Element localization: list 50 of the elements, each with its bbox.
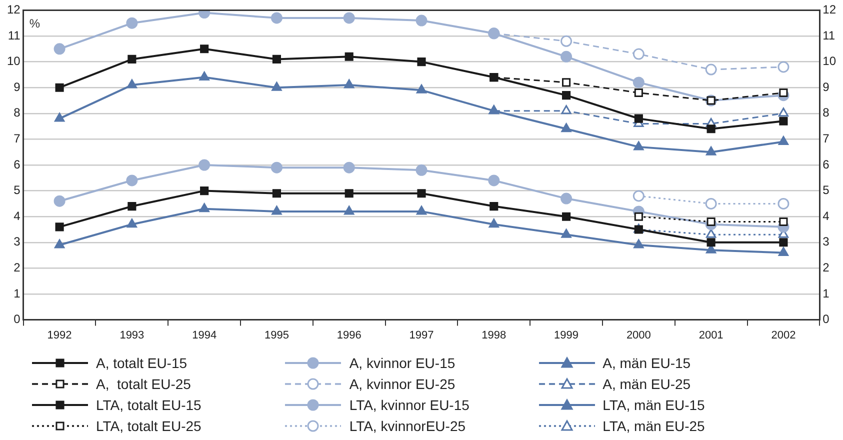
- y2-tick-label: 2: [822, 260, 830, 275]
- y2-tick-label: 6: [822, 157, 830, 172]
- legend-label: LTA, män EU-25: [602, 418, 705, 434]
- y-tick-label: 12: [6, 2, 21, 17]
- x-tick-label: 1995: [264, 329, 289, 342]
- y-tick-label: 10: [6, 54, 21, 68]
- x-tick-label: 1993: [120, 329, 144, 342]
- y-tick-label: 2: [14, 260, 21, 275]
- legend-label: A, män EU-25: [602, 376, 691, 392]
- x-tick-label: 1992: [47, 329, 72, 342]
- x-tick-label: 1994: [192, 329, 217, 342]
- legend-label: A, kvinnor EU-25: [349, 376, 456, 392]
- x-tick-label: 1998: [482, 329, 506, 342]
- x-tick-label: 2002: [771, 329, 796, 342]
- legend-label: A, totalt EU-15: [96, 354, 188, 370]
- y2-tick-label: 10: [822, 54, 836, 68]
- y2-tick-label: 4: [822, 208, 830, 223]
- y-tick-label: 4: [14, 208, 21, 223]
- legend-label: LTA, totalt EU-15: [96, 396, 202, 412]
- y2-tick-label: 11: [822, 28, 836, 42]
- y-tick-label: 1: [14, 286, 21, 300]
- x-tick-label: 1999: [554, 329, 579, 342]
- legend-label: LTA, män EU-15: [602, 396, 705, 412]
- legend-label: A, män EU-15: [602, 354, 691, 370]
- legend-label: A, kvinnor EU-15: [349, 354, 456, 370]
- y2-tick-label: 8: [822, 106, 830, 120]
- y-tick-label: 0: [14, 312, 21, 326]
- y2-tick-label: 1: [822, 286, 830, 300]
- y-axis-title: %: [29, 16, 40, 31]
- y2-tick-label: 9: [822, 80, 830, 94]
- y2-tick-label: 0: [822, 312, 830, 326]
- x-tick-label: 2001: [698, 329, 724, 342]
- y2-tick-label: 7: [822, 132, 830, 146]
- y-tick-label: 7: [14, 132, 21, 146]
- legend-label: LTA, kvinnor EU-15: [349, 396, 470, 412]
- legend-label: A, totalt EU-25: [96, 376, 191, 392]
- y2-tick-label: 12: [822, 2, 836, 17]
- x-tick-label: 2000: [626, 329, 651, 342]
- y-tick-label: 9: [14, 80, 21, 94]
- y-tick-label: 8: [14, 106, 21, 120]
- y-tick-label: 6: [14, 157, 21, 172]
- y-tick-label: 11: [8, 28, 21, 42]
- legend-label: LTA, totalt EU-25: [96, 418, 202, 434]
- x-tick-label: 1997: [409, 329, 434, 342]
- x-tick-label: 1996: [336, 329, 362, 342]
- y2-tick-label: 3: [822, 234, 830, 249]
- legend-label: LTA, kvinnorEU-25: [349, 418, 466, 434]
- y-tick-label: 5: [14, 183, 21, 198]
- y-tick-label: 3: [14, 234, 21, 249]
- y2-tick-label: 5: [822, 183, 830, 198]
